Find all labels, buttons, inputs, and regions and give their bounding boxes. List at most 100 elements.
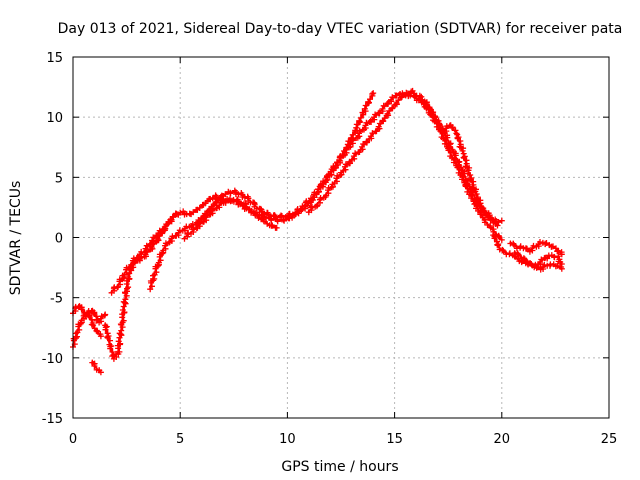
data-point: [367, 117, 374, 124]
x-tick-label: 5: [176, 432, 184, 447]
data-point: [367, 133, 374, 140]
y-tick-label: -5: [50, 292, 63, 307]
data-point: [379, 105, 386, 112]
data-point: [107, 345, 114, 352]
series-track-f: [147, 90, 377, 293]
data-point: [269, 222, 276, 229]
series-track-b: [70, 310, 104, 350]
data-point: [384, 100, 391, 107]
data-point: [369, 91, 376, 97]
data-point: [369, 130, 376, 137]
data-point: [102, 311, 109, 318]
data-point: [495, 242, 502, 249]
data-point: [274, 218, 281, 225]
y-axis-label: SDTVAR / TECUs: [8, 181, 24, 296]
data-point: [125, 273, 132, 280]
data-point: [327, 168, 334, 175]
data-point: [452, 127, 459, 134]
data-point: [551, 254, 558, 261]
series-line: [104, 212, 177, 359]
data-point: [528, 261, 535, 267]
data-point: [97, 333, 104, 340]
x-tick-label: 0: [69, 432, 77, 447]
data-point: [342, 161, 349, 168]
data-point: [376, 109, 383, 116]
data-point: [527, 260, 534, 267]
data-series: [70, 87, 565, 376]
data-point: [102, 326, 109, 333]
data-point: [155, 262, 161, 269]
data-point: [495, 219, 502, 226]
data-point: [361, 105, 368, 112]
data-point: [257, 205, 264, 212]
data-point: [380, 102, 387, 109]
data-point: [334, 161, 341, 168]
data-point: [291, 211, 298, 218]
data-point: [350, 153, 357, 160]
data-point: [142, 245, 149, 252]
data-point: [558, 265, 565, 272]
data-point: [122, 296, 129, 303]
data-point: [125, 284, 132, 291]
data-point: [310, 197, 316, 203]
series-track-l: [511, 250, 565, 273]
data-point: [498, 236, 505, 243]
data-point: [453, 130, 460, 137]
data-point: [371, 114, 377, 121]
data-point: [524, 245, 530, 252]
data-point: [209, 195, 216, 202]
data-point: [91, 310, 98, 317]
data-point: [177, 209, 184, 216]
data-point: [120, 317, 127, 324]
data-point: [302, 205, 309, 212]
data-point: [273, 224, 280, 231]
data-point: [429, 111, 436, 118]
data-point: [103, 323, 110, 330]
series-line: [307, 90, 499, 227]
data-point: [521, 256, 528, 263]
data-point: [511, 242, 518, 249]
data-point: [298, 207, 305, 214]
data-point: [162, 240, 169, 247]
data-point: [328, 171, 335, 178]
y-tick-label: -10: [42, 352, 63, 367]
data-point: [334, 159, 341, 166]
data-point: [555, 248, 562, 255]
data-point: [458, 167, 465, 174]
data-point: [159, 250, 166, 257]
data-point: [389, 94, 396, 101]
data-point: [541, 261, 548, 268]
data-point: [444, 134, 451, 141]
data-point: [372, 111, 379, 118]
data-point: [389, 104, 396, 111]
data-point: [119, 307, 126, 313]
data-point: [155, 237, 162, 244]
series-track-k: [507, 239, 565, 258]
data-point: [118, 327, 125, 334]
data-point: [268, 217, 275, 224]
data-point: [357, 118, 364, 125]
data-point: [433, 116, 440, 123]
data-point: [90, 322, 97, 329]
data-point: [115, 338, 122, 345]
data-point: [116, 348, 123, 355]
data-point: [78, 306, 85, 313]
data-point: [498, 217, 505, 224]
data-point: [356, 127, 363, 134]
data-point: [450, 149, 456, 156]
data-point: [77, 320, 84, 327]
data-point: [76, 326, 83, 333]
x-tick-label: 25: [601, 432, 618, 447]
data-point: [352, 150, 359, 157]
series-track-c: [89, 359, 104, 376]
data-point: [153, 269, 160, 276]
data-point: [143, 242, 150, 249]
data-point: [459, 147, 466, 154]
data-point: [97, 369, 104, 376]
data-point: [157, 257, 164, 264]
data-point: [366, 99, 372, 106]
data-point: [263, 214, 270, 221]
x-tick-label: 15: [386, 432, 403, 447]
data-point: [423, 101, 430, 108]
